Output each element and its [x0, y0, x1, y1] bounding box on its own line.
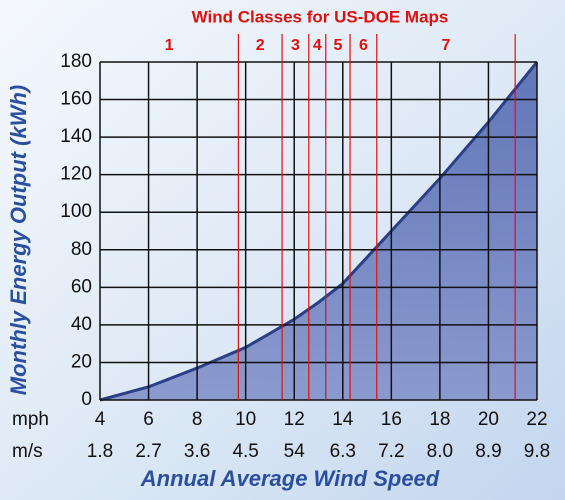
- x2-unit-label: m/s: [12, 441, 43, 462]
- x2-tick-label: 8.9: [475, 441, 501, 462]
- x2-tick-label: 1.8: [87, 441, 113, 462]
- x2-tick-label: 3.6: [184, 441, 210, 462]
- class-label: 2: [256, 37, 265, 54]
- x-axis-title: Annual Average Wind Speed: [140, 466, 440, 491]
- x-tick-label: 12: [284, 409, 305, 430]
- x-tick-label: 18: [429, 409, 450, 430]
- x2-tick-label: 7.2: [378, 441, 404, 462]
- chart-title: Wind Classes for US-DOE Maps: [192, 7, 449, 26]
- x-tick-label: 20: [478, 409, 499, 430]
- y-tick-label: 100: [60, 201, 92, 222]
- y-tick-label: 80: [71, 239, 92, 260]
- x-tick-label: 10: [235, 409, 256, 430]
- class-label: 5: [333, 37, 342, 54]
- x-tick-label: 14: [332, 409, 354, 430]
- y-tick-label: 180: [60, 51, 92, 72]
- x-tick-label: 8: [192, 409, 203, 430]
- y-axis-title: Monthly Energy Output (kWh): [6, 85, 31, 395]
- x-tick-label: 4: [95, 409, 106, 430]
- x2-tick-label: 9.8: [524, 441, 550, 462]
- x2-tick-label: 54: [284, 441, 306, 462]
- y-tick-label: 160: [60, 89, 92, 110]
- x-unit-label: mph: [12, 409, 49, 430]
- class-label: 4: [313, 37, 322, 54]
- class-label: 6: [359, 37, 368, 54]
- x2-tick-label: 8.0: [427, 441, 453, 462]
- class-label: 1: [165, 37, 174, 54]
- x2-tick-label: 2.7: [135, 441, 161, 462]
- x-tick-label: 6: [143, 409, 154, 430]
- x-tick-label: 16: [381, 409, 402, 430]
- y-tick-label: 0: [81, 389, 92, 410]
- y-tick-label: 60: [71, 276, 92, 297]
- x2-tick-label: 6.3: [330, 441, 356, 462]
- x-tick-label: 22: [526, 409, 547, 430]
- y-tick-label: 40: [71, 314, 92, 335]
- area: [100, 62, 537, 400]
- class-label: 3: [291, 37, 300, 54]
- line: [99, 61, 539, 402]
- class-label: 7: [442, 37, 451, 54]
- y-tick-label: 140: [60, 126, 92, 147]
- x2-tick-label: 4.5: [232, 441, 258, 462]
- y-tick-label: 20: [71, 351, 92, 372]
- y-tick-label: 120: [60, 164, 92, 185]
